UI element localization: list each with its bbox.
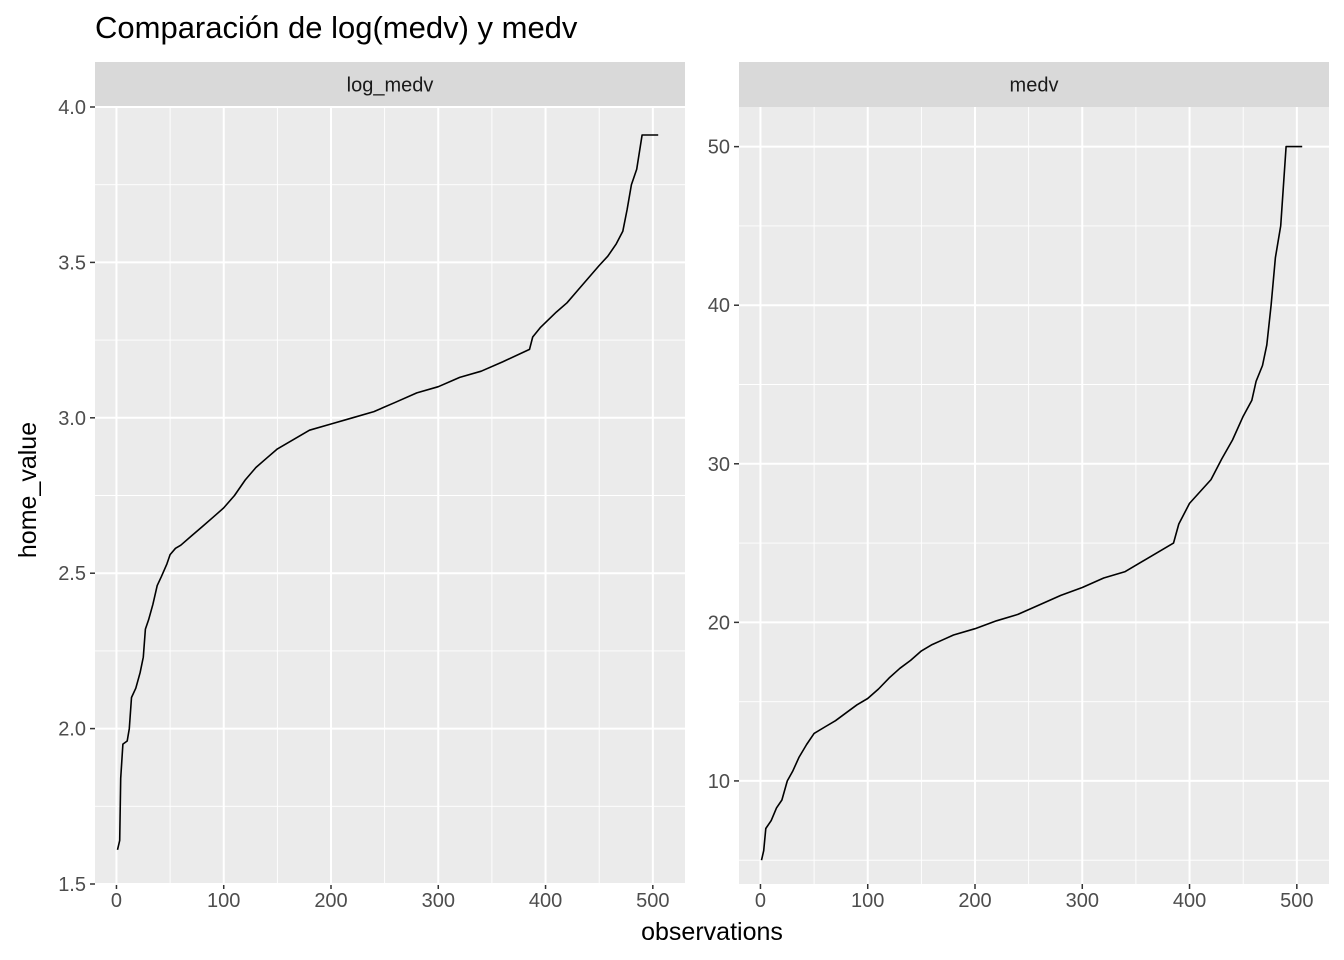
y-tick-label: 2.5 — [58, 563, 86, 585]
x-tick-label: 300 — [1066, 890, 1099, 912]
y-tick-label: 4.0 — [58, 97, 86, 119]
chart-title: Comparación de log(medv) y medv — [95, 10, 578, 45]
strip-label: log_medv — [347, 75, 434, 97]
y-tick-label: 10 — [708, 771, 730, 793]
series-line-log_medv — [116, 134, 659, 850]
y-tick-label: 50 — [708, 137, 730, 159]
y-tick-label: 40 — [708, 295, 730, 317]
x-tick-label: 500 — [1280, 890, 1313, 912]
x-tick-label: 500 — [636, 890, 669, 912]
panel-log_medv: log_medv 0 100 200 300 400 500 1.5 2.0 2.5 3.0 3.5 4… — [58, 62, 685, 912]
strip-label: medv — [1010, 75, 1059, 97]
y-tick-label: 3.5 — [58, 252, 86, 274]
x-axis-title: observations — [641, 918, 783, 946]
series-line-medv — [760, 145, 1303, 861]
x-tick-label: 100 — [207, 890, 240, 912]
x-tick-label: 400 — [1173, 890, 1206, 912]
y-axis-title: home_value — [14, 422, 42, 558]
x-tick-label: 300 — [422, 890, 455, 912]
x-tick-label: 100 — [851, 890, 884, 912]
strip-background — [739, 62, 1329, 107]
y-tick-label: 3.0 — [58, 408, 86, 430]
strip-background — [95, 62, 685, 107]
y-tick-label: 1.5 — [58, 874, 86, 896]
y-tick-label: 30 — [708, 454, 730, 476]
panel-medv: medv 0 100 200 300 400 500 10 20 30 40 50 — [708, 62, 1329, 912]
x-tick-label: 200 — [314, 890, 347, 912]
x-tick-label: 400 — [529, 890, 562, 912]
panel-background — [739, 107, 1329, 884]
y-tick-label: 2.0 — [58, 719, 86, 741]
y-tick-label: 20 — [708, 612, 730, 634]
x-tick-label: 200 — [958, 890, 991, 912]
x-tick-label: 0 — [755, 890, 766, 912]
x-tick-label: 0 — [111, 890, 122, 912]
